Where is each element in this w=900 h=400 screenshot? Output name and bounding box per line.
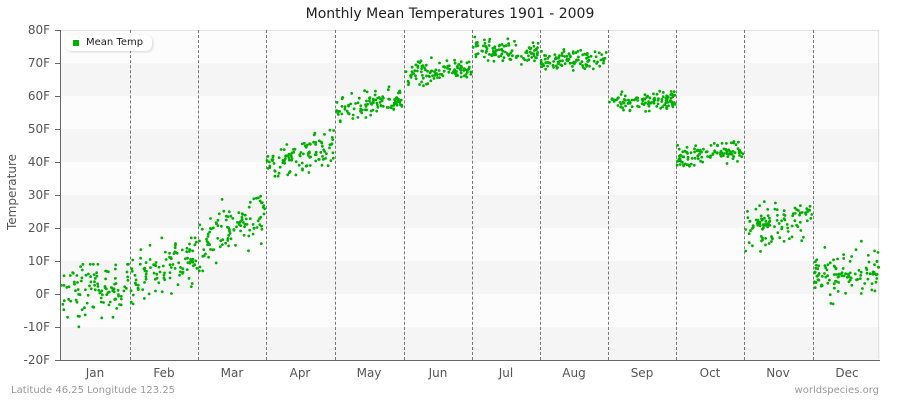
y-tick-label: 60F [27,89,50,103]
y-tick-mark [55,63,60,64]
y-tick-label: 30F [27,188,50,202]
source-caption: worldspecies.org [794,385,879,396]
y-tick-mark [55,96,60,97]
grid-band [60,96,880,129]
y-tick-label: 20F [27,221,50,235]
y-tick-mark [55,195,60,196]
legend: Mean Temp [65,35,153,51]
y-tick-mark [55,129,60,130]
month-divider [813,30,814,360]
y-tick-mark [55,360,60,361]
x-tick-label: Sep [630,366,654,380]
y-tick-mark [55,294,60,295]
y-tick-label: 40F [27,155,50,169]
x-tick-label: Feb [153,366,175,380]
y-tick-label: 0F [35,287,50,301]
grid-band [60,327,880,360]
y-axis-label: Temperature [5,154,19,231]
grid-band [60,162,880,195]
location-caption: Latitude 46.25 Longitude 123.25 [11,385,176,396]
y-tick-mark [55,228,60,229]
y-tick-label: 50F [27,122,50,136]
y-axis [60,30,61,361]
x-tick-label: Jun [428,366,448,380]
month-divider [335,30,336,360]
x-tick-label: Nov [766,366,790,380]
x-axis [60,360,880,361]
month-divider [404,30,405,360]
y-tick-mark [55,162,60,163]
legend-label: Mean Temp [86,37,144,48]
plot-border [60,30,879,359]
month-divider [676,30,677,360]
legend-swatch-icon [73,39,79,46]
month-divider [266,30,267,360]
month-divider [744,30,745,360]
y-tick-mark [55,327,60,328]
x-tick-label: Apr [289,366,311,380]
month-divider [540,30,541,360]
x-tick-label: Jul [498,366,514,380]
x-tick-label: Jan [85,366,105,380]
grid-band [60,129,880,162]
month-divider [130,30,131,360]
grid-band [60,195,880,228]
plot-area [60,30,880,360]
month-divider [472,30,473,360]
y-tick-label: 10F [27,254,50,268]
grid-band [60,261,880,294]
grid-band [60,294,880,327]
x-tick-label: Oct [699,366,721,380]
month-divider [608,30,609,360]
chart-title: Monthly Mean Temperatures 1901 - 2009 [305,6,595,22]
x-tick-label: May [356,366,382,380]
grid-band [60,30,880,63]
grid-band [60,228,880,261]
y-tick-label: 80F [27,23,50,37]
scatter-points [60,35,880,329]
y-tick-label: -10F [23,320,50,334]
x-tick-label: Dec [835,366,859,380]
x-tick-label: Aug [562,366,586,380]
y-tick-label: 70F [27,56,50,70]
y-tick-mark [55,30,60,31]
x-tick-label: Mar [220,366,244,380]
month-divider [198,30,199,360]
y-tick-label: -20F [23,353,50,367]
y-tick-mark [55,261,60,262]
